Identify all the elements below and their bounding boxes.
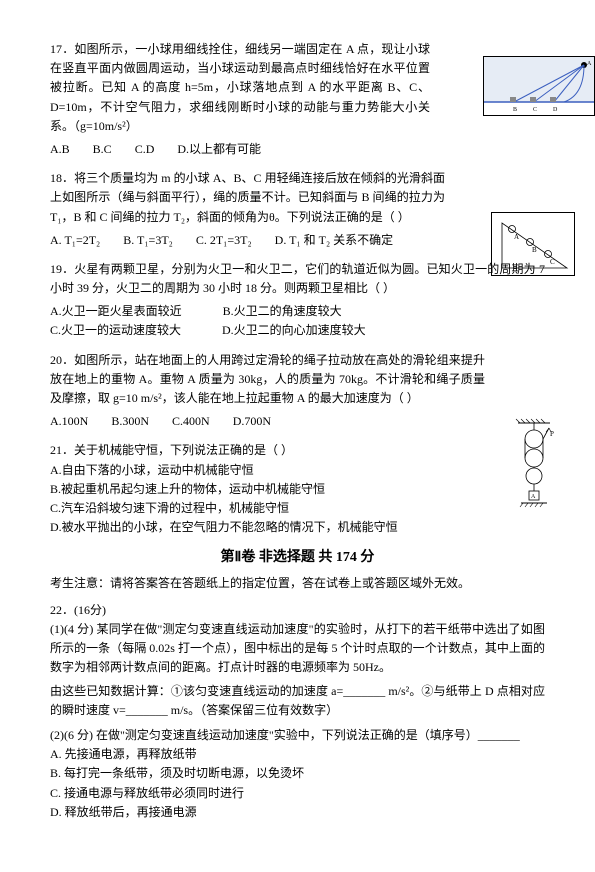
question-18: 18．将三个质量均为 m 的小球 A、B、C 用轻绳连接后放在倾斜的光滑斜面上如… (50, 169, 545, 250)
q19-text: 火星有两颗卫星，分别为火卫一和火卫二，它们的轨道近似为圆。已知火卫一的周期为 7… (50, 262, 545, 295)
q19-num: 19 (50, 262, 62, 276)
q22-part-a: A. 先接通电源，再释放纸带 (50, 745, 545, 764)
q18-text: 将三个质量均为 m 的小球 A、B、C 用轻绳连接后放在倾斜的光滑斜面上如图所示… (50, 171, 445, 223)
q20-options: A.100N B.300N C.400N D.700N (50, 412, 545, 431)
q17-text: 如图所示，一小球用细线拴住，细线另一端固定在 A 点，现让小球在竖直平面内做圆周… (50, 42, 430, 133)
q22-points: (16分) (74, 603, 106, 617)
q17-opt-c: C.D (135, 140, 155, 159)
q17-options: A.B B.C C.D D.以上都有可能 (50, 140, 545, 159)
q21-text: 关于机械能守恒，下列说法正确的是（ ） (74, 443, 293, 457)
q22-part-b: B. 每打完一条纸带，须及时切断电源，以免烫坏 (50, 764, 545, 783)
fig1-label-d: D (553, 107, 558, 113)
section-note: 考生注意：请将答案答在答题纸上的指定位置，答在试卷上或答题区域外无效。 (50, 574, 545, 593)
q18-opt-b: B. T₁=3T₂ (123, 231, 173, 250)
q18-opt-c: C. 2T₁=3T₂ (196, 231, 252, 250)
q17-opt-d: D.以上都有可能 (177, 140, 261, 159)
q20-opt-d: D.700N (233, 412, 271, 431)
question-22: 22．(16分) (1)(4 分) 某同学在做"测定匀变速直线运动加速度"的实验… (50, 601, 545, 822)
q21-opt-b: B.被起重机吊起匀速上升的物体，运动中机械能守恒 (50, 480, 545, 499)
q22-part2: 由这些已知数据计算：①该匀变速直线运动的加速度 a=_______ m/s²。②… (50, 682, 545, 720)
question-19: 19．火星有两颗卫星，分别为火卫一和火卫二，它们的轨道近似为圆。已知火卫一的周期… (50, 260, 545, 341)
question-21: 21．关于机械能守恒，下列说法正确的是（ ） A.自由下落的小球，运动中机械能守… (50, 441, 545, 537)
q22-part3: (2)(6 分) 在做"测定匀变速直线运动加速度"实验中，下列说法正确的是（填序… (50, 726, 545, 745)
q21-opt-c: C.汽车沿斜坡匀速下滑的过程中，机械能守恒 (50, 499, 545, 518)
svg-text:A: A (587, 61, 592, 67)
question-17: 17．如图所示，一小球用细线拴住，细线另一端固定在 A 点，现让小球在竖直平面内… (50, 40, 545, 159)
q22-part1: (1)(4 分) 某同学在做"测定匀变速直线运动加速度"的实验时，从打下的若干纸… (50, 620, 545, 678)
q18-opt-a: A. T₁=2T₂ (50, 231, 100, 250)
q19-opt-c: C.火卫一的运动速度较大 (50, 321, 181, 340)
q22-part-c: C. 接通电源与释放纸带必须同时进行 (50, 784, 545, 803)
q22-part-d: D. 释放纸带后，再接通电源 (50, 803, 545, 822)
q22-num: 22 (50, 603, 62, 617)
section-title: 第Ⅱ卷 非选择题 共 174 分 (50, 547, 545, 569)
q18-opt-d: D. T₁ 和 T₂ 关系不确定 (275, 231, 393, 250)
q19-opt-b: B.火卫二的角速度较大 (223, 302, 342, 321)
fig2-label-c: C (550, 258, 555, 266)
q20-opt-c: C.400N (172, 412, 210, 431)
q20-opt-a: A.100N (50, 412, 88, 431)
q20-num: 20 (50, 353, 62, 367)
q21-num: 21 (50, 443, 62, 457)
q18-num: 18 (50, 171, 62, 185)
q17-opt-a: A.B (50, 140, 70, 159)
fig3-label-p: P (550, 430, 554, 438)
q20-text: 如图所示，站在地面上的人用跨过定滑轮的绳子拉动放在高处的滑轮组来提升放在地上的重… (50, 353, 485, 405)
q17-opt-b: B.C (93, 140, 112, 159)
q19-opt-d: D.火卫二的向心加速度较大 (222, 321, 366, 340)
q19-options: A.火卫一距火星表面较近 B.火卫二的角速度较大 C.火卫一的运动速度较大 D.… (50, 302, 545, 340)
q21-options: A.自由下落的小球，运动中机械能守恒 B.被起重机吊起匀速上升的物体，运动中机械… (50, 461, 545, 538)
q21-opt-a: A.自由下落的小球，运动中机械能守恒 (50, 461, 545, 480)
q18-options: A. T₁=2T₂ B. T₁=3T₂ C. 2T₁=3T₂ D. T₁ 和 T… (50, 231, 545, 250)
q19-opt-a: A.火卫一距火星表面较近 (50, 302, 182, 321)
question-20: 20．如图所示，站在地面上的人用跨过定滑轮的绳子拉动放在高处的滑轮组来提升放在地… (50, 351, 545, 432)
q21-opt-d: D.被水平抛出的小球，在空气阻力不能忽略的情况下，机械能守恒 (50, 518, 545, 537)
q20-opt-b: B.300N (111, 412, 149, 431)
page-content: B C D A A B C (0, 0, 595, 872)
q17-num: 17 (50, 42, 62, 56)
